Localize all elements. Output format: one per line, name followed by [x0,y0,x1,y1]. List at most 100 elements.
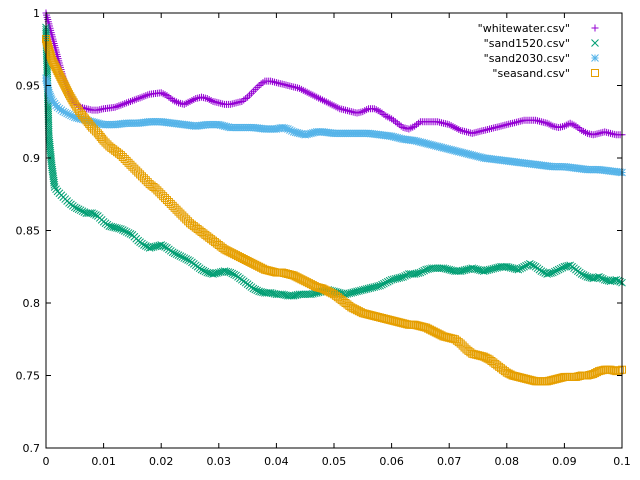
data-point [251,85,259,93]
data-point [568,120,576,128]
data-point [428,264,436,273]
data-point [251,285,260,294]
data-point [261,288,269,297]
x-tick-label: 0.07 [437,455,462,468]
legend: "whitewater.csv" "sand1520.csv" "sand2030.… [478,22,599,80]
data-point [399,273,407,281]
data-point [597,274,605,282]
legend-entry-label: "sand2030.csv" [484,52,570,65]
data-point [518,263,527,272]
data-point [429,264,438,273]
data-point [562,121,570,129]
data-point [520,262,528,271]
data-point [249,87,257,95]
data-point [45,90,54,99]
data-point [361,107,369,115]
data-point [82,209,91,217]
data-point [552,266,561,275]
data-point [50,183,59,191]
data-point [159,90,167,98]
y-tick-label: 0.8 [23,297,41,310]
data-point [61,108,70,117]
data-point [197,265,206,274]
data-point [157,241,166,249]
x-tick-label: 0.04 [264,455,289,468]
data-point [301,290,310,299]
data-point [44,43,53,52]
y-tick-label: 1 [33,7,40,20]
data-point [595,273,603,281]
data-point [433,264,442,273]
data-point [46,49,55,58]
data-point [407,124,415,132]
legend-marker [591,54,599,62]
data-point [516,264,525,273]
data-point [579,271,588,279]
x-tick-label: 0.06 [379,455,404,468]
data-point [299,290,308,299]
data-point [381,278,390,287]
data-point [549,268,557,277]
data-point [376,281,384,290]
data-point [88,209,96,217]
data-point [43,39,52,48]
data-point [74,205,83,214]
x-tick-label: 0.1 [613,455,631,468]
data-point [50,180,59,189]
data-point [46,92,55,101]
data-point [272,290,281,299]
y-tick-label: 0.7 [23,442,41,455]
data-point [525,259,534,268]
x-tick-label: 0.02 [149,455,174,468]
data-point [76,206,85,215]
data-point [182,255,191,263]
data-point [46,51,55,60]
data-point [141,242,150,250]
data-point [70,100,79,109]
data-point [297,290,306,299]
data-point [44,45,53,54]
data-point [184,256,192,264]
data-point [70,203,79,212]
data-point [52,185,60,194]
data-point [161,243,169,251]
data-point [92,211,100,219]
data-point [614,276,623,285]
data-point [170,249,179,258]
legend-marker [591,39,599,47]
data-point [550,267,559,276]
data-point [199,266,208,275]
data-point [69,112,77,121]
plot-area [42,9,626,386]
legend-entry-label: "seasand.csv" [492,67,570,80]
data-point [514,265,523,274]
data-point [59,107,68,116]
data-point [228,269,237,278]
series-1 [42,9,626,139]
axis-ticks: 0 0.01 0.02 0.03 0.04 0.05 0.06 0.07 0.08 0.09 0.1… [16,7,631,468]
data-point [401,272,409,280]
data-point [253,83,261,91]
data-point [67,111,75,120]
data-point [249,284,258,293]
data-point [172,250,181,259]
data-point [176,252,185,260]
y-tick-label: 0.75 [16,370,41,383]
x-tick-label: 0 [43,455,50,468]
data-point [168,248,177,257]
y-tick-label: 0.95 [16,80,41,93]
legend-marker [591,24,599,32]
data-point [554,265,563,274]
data-point [295,290,304,299]
legend-entry-label: "sand1520.csv" [484,37,570,50]
series-4 [42,35,626,386]
data-point [416,268,425,277]
data-point [612,275,621,284]
data-point [173,98,181,106]
data-point [120,227,129,235]
data-point [431,264,440,273]
data-point [246,91,254,99]
data-point [284,125,292,133]
legend-marker [591,69,599,77]
